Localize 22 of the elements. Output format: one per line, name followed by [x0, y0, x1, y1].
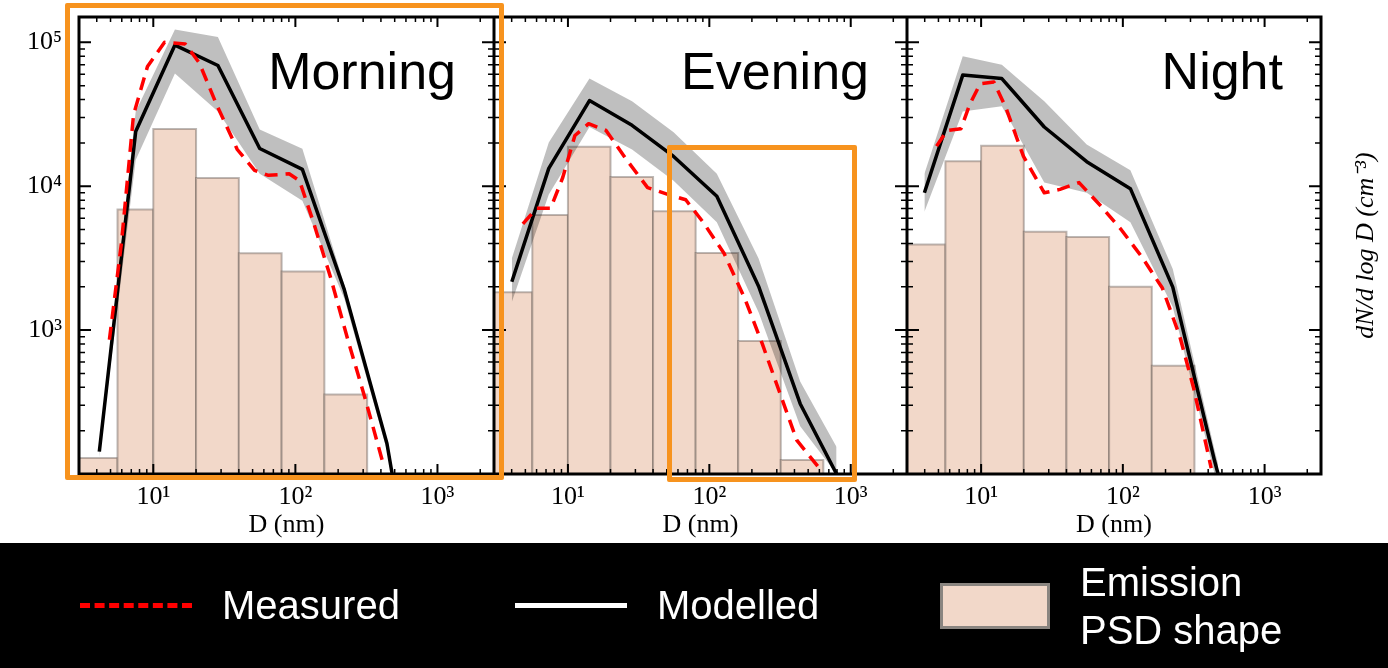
text: Modelled [657, 583, 820, 628]
x-tick-label: 10¹ [964, 481, 999, 511]
text: Night [1161, 42, 1284, 100]
x-axis-title: D (nm) [248, 509, 325, 539]
x-tick-label: 10³ [420, 481, 455, 511]
text: Evening [681, 42, 869, 100]
x-tick-label: 10² [1105, 481, 1140, 511]
x-tick-label: 10² [692, 481, 727, 511]
y-axis-title: dN/d log D (cm⁻³) [1349, 152, 1379, 339]
y-tick-label: 10⁴ [26, 170, 62, 200]
x-tick-label: 10² [278, 481, 313, 511]
y-tick-label: 10⁵ [26, 26, 62, 56]
legend-label: Emission PSD shape [1080, 558, 1284, 654]
x-axis-title: D (nm) [662, 509, 739, 539]
x-axis-title: D (nm) [1076, 509, 1152, 539]
text: Morning [268, 42, 456, 100]
x-tick-label: 10¹ [136, 481, 171, 511]
x-tick-label: 10³ [833, 481, 868, 511]
x-tick-label: 10¹ [551, 481, 585, 511]
y-tick-label: 10³ [28, 313, 63, 343]
legend-label: Measured [222, 583, 400, 628]
x-tick-label: 10³ [1247, 481, 1282, 511]
